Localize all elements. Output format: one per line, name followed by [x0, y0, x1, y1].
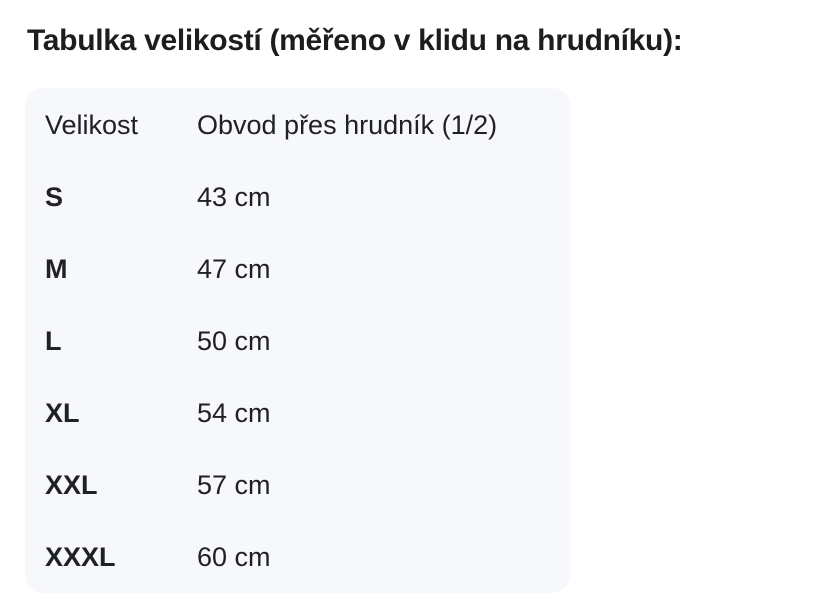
- table-row: M 47 cm: [25, 233, 570, 305]
- value-cell: 57 cm: [197, 469, 271, 500]
- size-cell: S: [45, 181, 64, 212]
- value-cell: 47 cm: [197, 253, 271, 284]
- size-table-panel: Velikost Obvod přes hrudník (1/2) S 43 c…: [25, 88, 570, 593]
- table-header-row: Velikost Obvod přes hrudník (1/2): [25, 89, 570, 161]
- size-cell: L: [45, 325, 62, 356]
- value-cell: 43 cm: [197, 181, 271, 212]
- column-header-measurement: Obvod přes hrudník (1/2): [197, 109, 498, 140]
- size-cell: XXXL: [45, 541, 116, 572]
- value-cell: 60 cm: [197, 541, 271, 572]
- value-cell: 54 cm: [197, 397, 271, 428]
- size-table: Velikost Obvod přes hrudník (1/2) S 43 c…: [25, 89, 570, 593]
- page-title: Tabulka velikostí (měřeno v klidu na hru…: [27, 24, 683, 57]
- size-cell: XL: [45, 397, 80, 428]
- table-row: L 50 cm: [25, 305, 570, 377]
- table-row: S 43 cm: [25, 161, 570, 233]
- size-cell: M: [45, 253, 68, 284]
- value-cell: 50 cm: [197, 325, 271, 356]
- size-cell: XXL: [45, 469, 98, 500]
- table-row: XXL 57 cm: [25, 449, 570, 521]
- table-row: XL 54 cm: [25, 377, 570, 449]
- table-row: XXXL 60 cm: [25, 521, 570, 593]
- column-header-size: Velikost: [45, 109, 139, 140]
